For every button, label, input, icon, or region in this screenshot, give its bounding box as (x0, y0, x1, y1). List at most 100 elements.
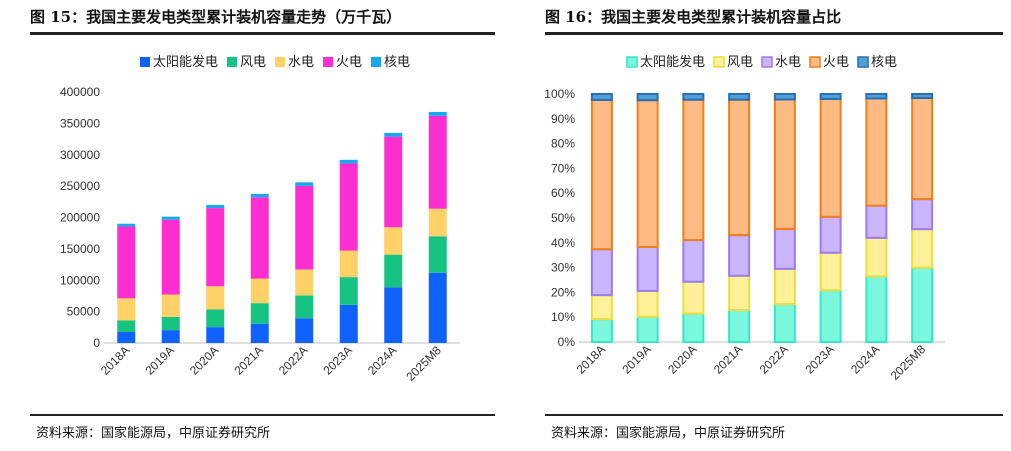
x-tick-label: 2023A (802, 342, 836, 376)
legend-swatch (227, 57, 237, 67)
bar-segment (819, 93, 842, 100)
y-tick-label: 70% (551, 161, 575, 175)
bar-segment (865, 204, 888, 239)
bar-segment (295, 318, 314, 343)
legend-swatch (857, 56, 869, 68)
bar-segment (728, 274, 751, 312)
bar-segment (428, 115, 447, 209)
bar-segment (117, 298, 136, 321)
legend-swatch (761, 56, 773, 68)
y-tick-label: 400000 (60, 85, 100, 99)
y-tick-label: 350000 (60, 116, 100, 130)
right-source-rule (545, 414, 1003, 416)
y-tick-label: 10% (551, 310, 575, 324)
right-chart-panel: 图 16：我国主要发电类型累计装机容量占比 0% 10% 20% 30% 40% 50% 6… (515, 0, 1011, 451)
bar-segment (250, 197, 269, 279)
bar-segment (728, 98, 751, 237)
y-tick-label: 30% (551, 261, 575, 275)
bar-segment (161, 294, 180, 317)
legend-label: 火电 (336, 54, 362, 69)
bar-segment (682, 280, 705, 315)
bar-segment (636, 93, 659, 102)
bar-segment (819, 215, 842, 254)
bar-segment (161, 216, 180, 220)
x-tick-label: 2022A (276, 343, 310, 377)
x-tick-label: 2020A (187, 343, 221, 377)
bar-segment (295, 269, 314, 296)
legend-swatch (140, 57, 150, 67)
bar-segment (865, 275, 888, 343)
y-tick-label: 50000 (67, 305, 101, 319)
bar-segment (161, 219, 180, 295)
bar-segment (339, 304, 358, 343)
legend-swatch (275, 57, 285, 67)
legend-label: 太阳能发电 (640, 54, 705, 69)
bar-segment (819, 289, 842, 343)
left-title-rule (30, 32, 495, 35)
bar-segment (773, 227, 796, 270)
y-tick-label: 200000 (60, 211, 100, 225)
bar-segment (250, 278, 269, 304)
legend-label: 核电 (871, 54, 897, 69)
bar-segment (339, 277, 358, 305)
y-tick-label: 0 (93, 336, 100, 350)
bar-segment (428, 208, 447, 237)
bar-segment (728, 93, 751, 101)
bar-segment (339, 250, 358, 278)
y-tick-label: 90% (551, 112, 575, 126)
bar-segment (773, 303, 796, 343)
legend-swatch (809, 56, 821, 68)
bar-segment (117, 320, 136, 333)
y-tick-label: 300000 (60, 148, 100, 162)
bar-segment (636, 289, 659, 318)
bar-segment (773, 93, 796, 101)
bar-segment (384, 254, 403, 288)
x-tick-label: 2018A (98, 343, 132, 377)
right-source-note: 资料来源：国家能源局，中原证券研究所 (551, 426, 786, 441)
bar-segment (911, 93, 934, 99)
left-source-note: 资料来源：国家能源局，中原证券研究所 (36, 426, 271, 441)
bar-segment (339, 159, 358, 164)
bar-segment (384, 287, 403, 343)
bar-segment (865, 93, 888, 100)
y-tick-label: 40% (551, 236, 575, 250)
bar-segment (728, 309, 751, 343)
right-chart-title: 图 16：我国主要发电类型累计装机容量占比 (545, 8, 842, 26)
bar-segment (590, 318, 613, 343)
bar-segment (206, 208, 225, 287)
bar-segment (384, 227, 403, 255)
y-tick-label: 250000 (60, 179, 100, 193)
bar-segment (250, 323, 269, 343)
bar-segment (636, 315, 659, 344)
bar-segment (590, 93, 613, 101)
x-tick-label: 2020A (665, 342, 699, 376)
legend-swatch (323, 57, 333, 67)
bar-segment (911, 228, 934, 269)
y-tick-label: 0% (558, 335, 576, 349)
left-chart-panel: 图 15：我国主要发电类型累计装机容量走势（万千瓦） 0 50000 100000 1… (0, 0, 503, 451)
legend-swatch (371, 57, 381, 67)
bar-segment (117, 223, 136, 227)
y-tick-label: 100000 (60, 273, 100, 287)
bar-segment (295, 295, 314, 319)
legend-label: 水电 (775, 54, 801, 69)
bar-segment (819, 97, 842, 218)
bar-segment (384, 132, 403, 137)
bar-segment (636, 246, 659, 292)
bar-segment (911, 266, 934, 344)
y-tick-label: 50% (551, 211, 575, 225)
legend-label: 风电 (727, 54, 753, 69)
bar-segment (295, 182, 314, 186)
right-percent-bar-chart: 0% 10% 20% 30% 40% 50% 60% 70% 80% 90% 100% 2018A 20… (544, 54, 945, 383)
x-tick-label: 2018A (574, 342, 608, 376)
legend-label: 太阳能发电 (153, 54, 218, 69)
left-chart-title: 图 15：我国主要发电类型累计装机容量走势（万千瓦） (30, 8, 402, 26)
legend-label: 核电 (384, 54, 410, 69)
bar-segment (428, 272, 447, 343)
bar-segment (773, 267, 796, 306)
x-tick-label: 2024A (365, 343, 399, 377)
bar-segment (590, 98, 613, 251)
x-tick-label: 2025M8 (888, 342, 929, 383)
y-tick-label: 100% (544, 87, 575, 101)
bar-segment (682, 239, 705, 283)
